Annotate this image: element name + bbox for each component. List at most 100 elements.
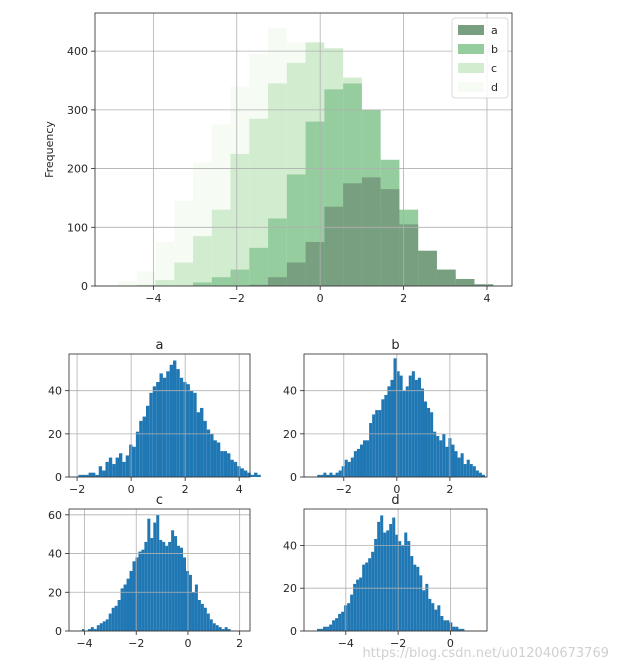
bar xyxy=(389,523,393,631)
bar xyxy=(363,440,367,477)
bar xyxy=(209,619,213,631)
bar xyxy=(227,453,231,477)
axes-frame xyxy=(94,12,513,287)
y-tick-label: 0 xyxy=(55,471,62,484)
bar xyxy=(149,392,153,477)
bar-a xyxy=(305,241,325,286)
bar xyxy=(338,613,342,631)
bar xyxy=(90,627,94,631)
y-tick-label: 40 xyxy=(283,385,297,398)
x-tick-label: −2 xyxy=(69,483,85,496)
bar xyxy=(338,470,342,477)
bar xyxy=(221,629,225,631)
x-tick-label: 4 xyxy=(483,292,490,305)
bar xyxy=(442,433,446,477)
bar xyxy=(317,628,321,631)
axes-frame xyxy=(68,508,251,632)
bar xyxy=(166,371,170,477)
bar xyxy=(472,466,476,477)
x-tick-label: −4 xyxy=(76,637,92,650)
bar xyxy=(332,620,336,631)
bar xyxy=(443,620,447,631)
bar xyxy=(320,474,324,477)
bar xyxy=(434,609,438,631)
bar-a xyxy=(324,206,344,286)
bar xyxy=(206,613,210,631)
bar xyxy=(405,386,409,477)
y-tick-label: 0 xyxy=(81,280,88,293)
bar xyxy=(317,474,321,477)
bar xyxy=(396,371,400,477)
x-tick-label: −2 xyxy=(390,637,406,650)
bar xyxy=(193,392,197,477)
bar xyxy=(112,464,116,477)
bar xyxy=(203,607,207,631)
x-tick-label: 2 xyxy=(400,292,407,305)
bar xyxy=(356,448,360,477)
bar xyxy=(200,407,204,477)
legend-label-a: a xyxy=(491,24,498,37)
bar xyxy=(445,446,449,477)
bar xyxy=(408,375,412,477)
chart-title: a xyxy=(156,338,164,353)
bar-c xyxy=(249,118,269,286)
bar-a xyxy=(399,224,419,286)
bar xyxy=(212,623,216,631)
bar xyxy=(144,541,148,631)
bar-a xyxy=(474,284,494,286)
bar-b xyxy=(230,269,250,286)
bar xyxy=(247,472,251,477)
bar xyxy=(176,369,180,477)
bar xyxy=(439,440,443,477)
bar xyxy=(159,373,163,477)
bar xyxy=(320,628,324,631)
chart-title: c xyxy=(156,493,163,508)
bar-a xyxy=(455,278,475,286)
bar xyxy=(240,468,244,477)
bar xyxy=(188,574,192,631)
bar xyxy=(372,414,376,477)
bar xyxy=(463,464,467,477)
bar xyxy=(102,621,106,631)
bar xyxy=(108,613,112,631)
bar xyxy=(475,470,479,477)
bar xyxy=(218,627,222,631)
bar xyxy=(431,603,435,631)
x-tick-label: −2 xyxy=(128,637,144,650)
bar xyxy=(393,358,397,477)
bar xyxy=(413,564,417,631)
bar xyxy=(81,629,85,631)
bar xyxy=(162,377,167,477)
bar xyxy=(332,474,336,477)
bar xyxy=(359,577,363,631)
bar xyxy=(254,472,258,477)
bar xyxy=(196,412,201,477)
bar xyxy=(174,536,178,631)
bar xyxy=(323,472,327,477)
y-tick-label: 400 xyxy=(67,45,88,58)
bar xyxy=(191,592,195,631)
bar xyxy=(122,461,126,477)
bar-d xyxy=(155,241,175,286)
bar xyxy=(368,558,372,631)
legend-swatch-b xyxy=(458,44,484,54)
bar-a xyxy=(380,189,400,286)
bar xyxy=(156,514,160,631)
bar xyxy=(323,626,327,631)
bar xyxy=(335,472,339,477)
x-tick-label: 0 xyxy=(184,637,191,650)
bar-a xyxy=(249,284,269,286)
bar xyxy=(417,377,421,477)
x-tick-label: 2 xyxy=(182,483,189,496)
bar xyxy=(139,420,143,477)
bar xyxy=(186,384,190,477)
bar xyxy=(347,461,351,477)
bar xyxy=(141,549,145,631)
bar xyxy=(469,464,473,477)
bar xyxy=(165,545,169,631)
y-tick-label: 20 xyxy=(48,428,62,441)
bar-c xyxy=(230,153,250,286)
x-tick-label: −2 xyxy=(229,292,245,305)
bar xyxy=(451,444,455,477)
